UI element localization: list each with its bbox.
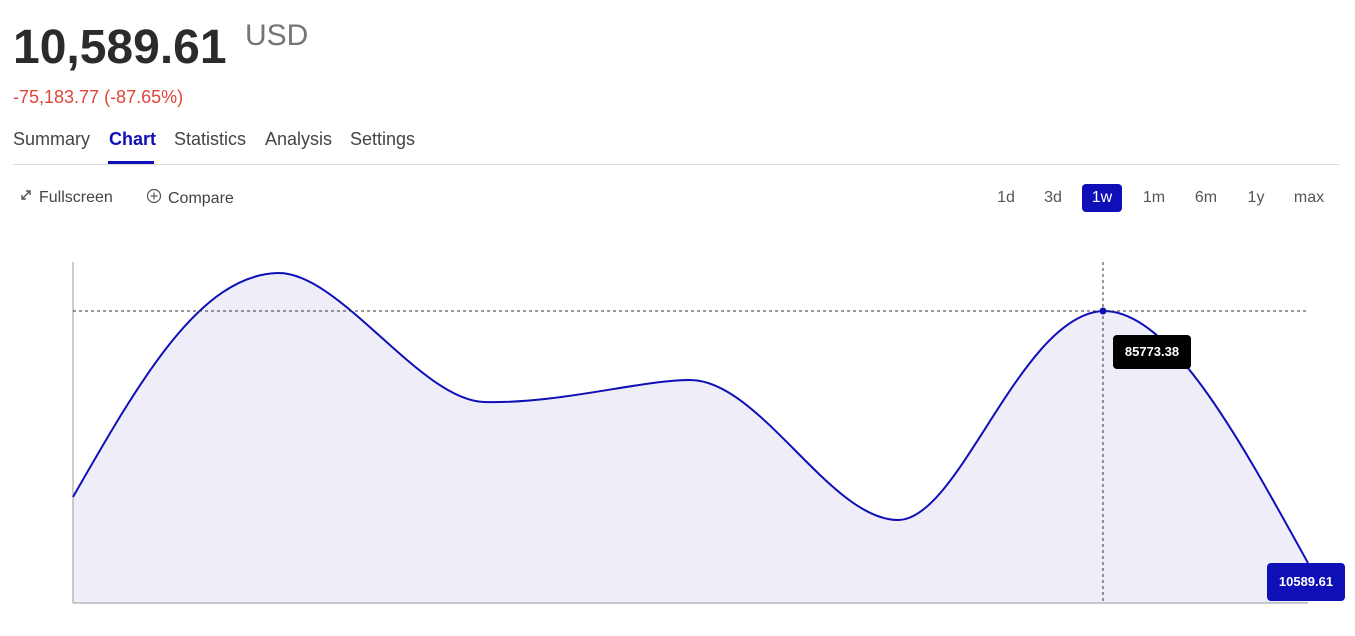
chart-area (73, 272, 1308, 603)
range-1y[interactable]: 1y (1247, 189, 1265, 206)
hover-tooltip: 85773.38 (1113, 335, 1191, 369)
tab-analysis[interactable]: Analysis (265, 129, 333, 149)
active-tab-indicator (108, 161, 154, 164)
fullscreen-label: Fullscreen (39, 189, 113, 206)
tab-summary[interactable]: Summary (13, 129, 91, 149)
compare-button[interactable]: Compare (146, 188, 234, 210)
range-max[interactable]: max (1293, 189, 1325, 206)
price-change: -75,183.77 (-87.65%) (13, 87, 184, 107)
compare-label: Compare (168, 190, 234, 207)
hover-point (1099, 307, 1107, 315)
tab-chart[interactable]: Chart (109, 129, 157, 149)
range-1w[interactable]: 1w (1082, 184, 1122, 212)
plus-circle-icon (146, 188, 162, 210)
current-price: 10,589.61 (13, 21, 227, 74)
fullscreen-button[interactable]: Fullscreen (19, 188, 113, 208)
tab-bar: Summary Chart Statistics Analysis Settin… (13, 120, 1340, 165)
last-price-label: 10589.61 (1267, 563, 1345, 601)
range-1m[interactable]: 1m (1142, 189, 1166, 206)
currency-label: USD (245, 19, 309, 52)
range-1d[interactable]: 1d (997, 189, 1015, 206)
tab-statistics[interactable]: Statistics (174, 129, 247, 149)
range-6m[interactable]: 6m (1194, 189, 1218, 206)
range-3d[interactable]: 3d (1044, 189, 1062, 206)
tab-settings[interactable]: Settings (350, 129, 416, 149)
expand-icon (19, 188, 33, 208)
